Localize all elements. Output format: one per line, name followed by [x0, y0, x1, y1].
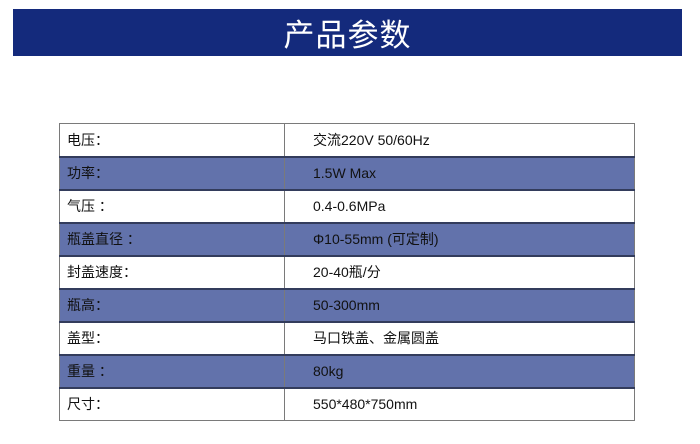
spec-value: Φ10-55mm (可定制) [284, 221, 635, 257]
spec-table: 电压： 交流220V 50/60Hz 功率： 1.5W Max 气压 ： 0.4-0.… [59, 123, 635, 421]
spec-label: 尺寸： [59, 387, 285, 421]
spec-value: 50-300mm [284, 287, 635, 323]
table-row: 气压 ： 0.4-0.6MPa [59, 189, 635, 223]
table-row: 功率： 1.5W Max [59, 155, 635, 191]
spec-value: 马口铁盖、金属圆盖 [284, 321, 635, 355]
spec-label: 瓶盖直径 ： [59, 221, 285, 257]
table-row: 瓶高： 50-300mm [59, 287, 635, 323]
spec-value: 交流220V 50/60Hz [284, 123, 635, 157]
spec-label: 盖型： [59, 321, 285, 355]
spec-value: 20-40瓶/分 [284, 255, 635, 289]
table-row: 重量 ： 80kg [59, 353, 635, 389]
spec-value: 550*480*750mm [284, 387, 635, 421]
table-row: 尺寸： 550*480*750mm [59, 387, 635, 421]
spec-label: 气压 ： [59, 189, 285, 223]
spec-value: 0.4-0.6MPa [284, 189, 635, 223]
spec-label: 封盖速度： [59, 255, 285, 289]
table-row: 瓶盖直径 ： Φ10-55mm (可定制) [59, 221, 635, 257]
table-row: 电压： 交流220V 50/60Hz [59, 123, 635, 157]
spec-label: 瓶高： [59, 287, 285, 323]
table-row: 封盖速度： 20-40瓶/分 [59, 255, 635, 289]
title-banner: 产品参数 [13, 9, 682, 56]
spec-value: 80kg [284, 353, 635, 389]
spec-label: 功率： [59, 155, 285, 191]
table-row: 盖型： 马口铁盖、金属圆盖 [59, 321, 635, 355]
spec-label: 重量 ： [59, 353, 285, 389]
spec-label: 电压： [59, 123, 285, 157]
spec-value: 1.5W Max [284, 155, 635, 191]
page-title: 产品参数 [283, 18, 412, 54]
